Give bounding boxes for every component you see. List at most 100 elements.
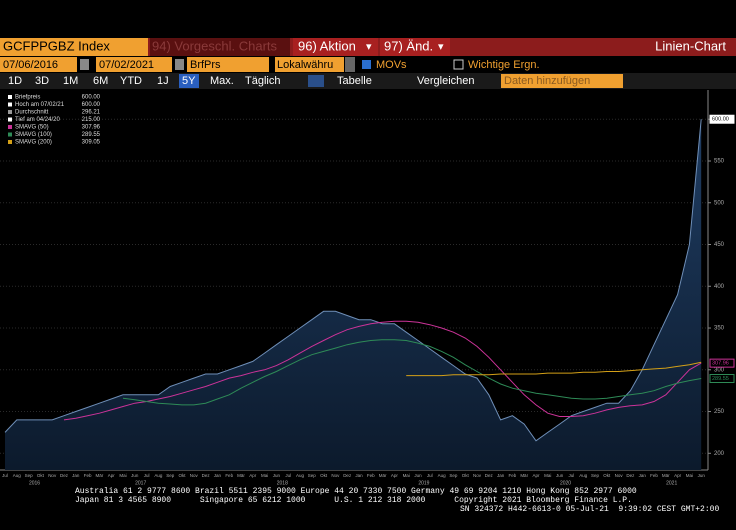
x-tick-label: Dez: [60, 473, 69, 478]
calendar-icon[interactable]: [175, 59, 184, 70]
field[interactable]: BrfPrs: [190, 59, 221, 71]
x-tick-label: Nov: [48, 473, 57, 478]
callout: [709, 358, 735, 368]
legend-swatch: [8, 110, 12, 114]
tab[interactable]: Tabelle: [337, 75, 372, 87]
x-tick-label: Mai: [686, 473, 693, 478]
period[interactable]: YTD: [120, 75, 142, 87]
date-box[interactable]: [96, 57, 172, 72]
x-tick-label: Apr: [249, 473, 257, 478]
x-tick-label: Dez: [485, 473, 494, 478]
period-selected: [179, 74, 199, 88]
movs[interactable]: MOVs: [376, 59, 407, 71]
dropdown[interactable]: [345, 57, 355, 72]
currency-box[interactable]: [275, 57, 344, 72]
x-tick-label: Jan: [72, 473, 80, 478]
chart-icon[interactable]: [308, 75, 324, 87]
x-tick-label: Mär: [237, 473, 245, 478]
year-label: 2018: [277, 480, 288, 486]
x-tick-label: Mai: [403, 473, 410, 478]
x-tick-label: Jul: [285, 473, 291, 478]
callout: [709, 374, 735, 384]
x-tick-label: Jan: [639, 473, 647, 478]
x-tick-label: Sep: [449, 473, 458, 478]
year-label: 2017: [135, 480, 146, 486]
x-tick-label: Mär: [662, 473, 670, 478]
x-tick-label: Sep: [308, 473, 317, 478]
x-tick-label: Feb: [225, 473, 233, 478]
year-label: 2021: [666, 480, 677, 486]
period[interactable]: 1J: [157, 75, 169, 87]
period[interactable]: Max.: [210, 75, 234, 87]
callout: [709, 114, 735, 124]
menu[interactable]: 97) Änd.: [384, 38, 433, 53]
legend-name: SMAVG (50): [15, 125, 49, 131]
footer: Australia 61 2 9777 8600 Brazil 5511 239…: [75, 487, 719, 514]
x-tick-label: Apr: [391, 473, 399, 478]
field-box[interactable]: [187, 57, 269, 72]
legend-value: 296.21: [82, 110, 101, 116]
y-tick-label: 200: [714, 451, 725, 457]
menu[interactable]: 94) Vorgeschl. Charts: [152, 38, 278, 53]
x-tick-label: Nov: [331, 473, 340, 478]
add-data[interactable]: Daten hinzufügen: [504, 75, 590, 87]
legend-swatch: [8, 140, 12, 144]
legend-value: 309.05: [82, 140, 101, 146]
menu-box[interactable]: [293, 38, 378, 56]
period[interactable]: 3D: [35, 75, 49, 87]
menu-box[interactable]: [150, 38, 290, 56]
start-date[interactable]: 07/06/2016: [3, 59, 58, 71]
line: [63, 320, 702, 421]
callout-label: 600.00: [712, 117, 729, 123]
x-tick-label: Mai: [544, 473, 551, 478]
currency[interactable]: Lokalwähru: [277, 59, 333, 71]
legend-name: Hoch am 07/02/21: [15, 102, 65, 108]
x-tick-label: Feb: [650, 473, 658, 478]
price-line: [4, 119, 702, 442]
x-tick-label: Dez: [202, 473, 211, 478]
year-label: 2016: [29, 480, 40, 486]
x-tick-label: Jan: [497, 473, 505, 478]
period[interactable]: 5Y: [182, 75, 196, 87]
x-tick-label: Okt: [320, 473, 328, 478]
dropdown-arrow[interactable]: ▾: [438, 41, 444, 53]
period[interactable]: 1D: [8, 75, 22, 87]
tab[interactable]: Vergleichen: [417, 75, 475, 87]
ticker-box[interactable]: [0, 38, 148, 56]
x-tick-label: Jun: [698, 473, 706, 478]
add-box[interactable]: [501, 74, 623, 88]
checkbox[interactable]: [453, 59, 464, 70]
year-label: 2019: [418, 480, 429, 486]
events[interactable]: Wichtige Ergn.: [468, 59, 540, 71]
period[interactable]: 6M: [93, 75, 108, 87]
period[interactable]: 1M: [63, 75, 78, 87]
x-tick-label: Nov: [615, 473, 624, 478]
x-tick-label: Nov: [190, 473, 199, 478]
x-tick-label: Jun: [273, 473, 281, 478]
x-tick-label: Aug: [154, 473, 163, 478]
end-date[interactable]: 07/02/2021: [99, 59, 154, 71]
menu[interactable]: 96) Aktion: [298, 38, 356, 53]
period[interactable]: Täglich: [245, 75, 280, 87]
y-tick-label: 300: [714, 367, 725, 373]
legend-value: 600.00: [82, 102, 101, 108]
legend-name: SMAVG (100): [15, 132, 52, 138]
ticker[interactable]: GCFPPGBZ Index: [3, 38, 110, 53]
menu-box[interactable]: [380, 38, 450, 56]
legend-value: 289.55: [82, 132, 101, 138]
footer-line: SN 324372 H442-6613-0 05-Jul-21 9:39:02 …: [460, 505, 719, 514]
x-tick-label: Okt: [178, 473, 186, 478]
checkbox[interactable]: [362, 60, 371, 69]
view-name: Linien-Chart: [655, 38, 726, 53]
x-tick-label: Sep: [25, 473, 34, 478]
calendar-icon[interactable]: [80, 59, 89, 70]
line: [406, 361, 702, 377]
legend-swatch: [8, 102, 12, 107]
legend-value: 307.96: [82, 125, 101, 131]
dropdown-arrow[interactable]: ▾: [366, 41, 372, 53]
x-tick-label: Feb: [509, 473, 517, 478]
legend-value: 600.00: [82, 95, 101, 101]
date-box[interactable]: [0, 57, 77, 72]
legend-swatch: [8, 95, 12, 99]
